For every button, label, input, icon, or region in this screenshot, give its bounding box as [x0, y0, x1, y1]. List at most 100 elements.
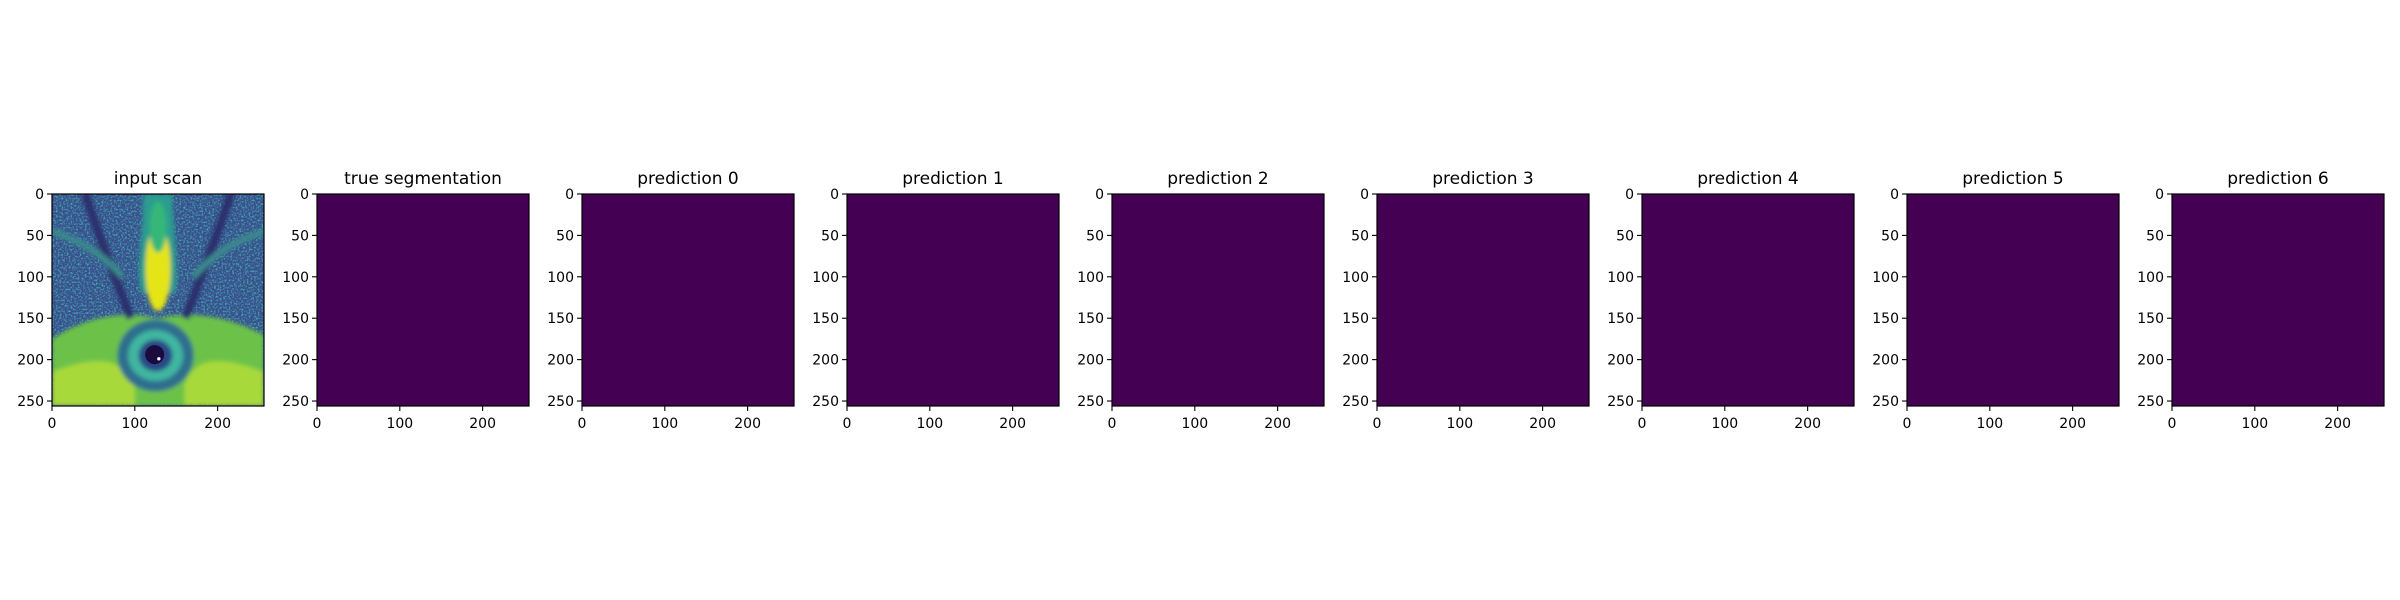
panel-title-4: prediction 2 [1167, 169, 1269, 189]
y-tick-label-6-5: 250 [1607, 394, 1634, 410]
heatmap-cell-5 [1377, 194, 1589, 406]
y-tick-label-7-5: 250 [1872, 394, 1899, 410]
y-tick-label-7-1: 50 [1881, 228, 1899, 244]
heatmap-cell-1 [317, 194, 529, 406]
y-tick-label-8-2: 100 [2137, 270, 2164, 286]
panel-8: prediction 6 0 100 200 0 50 100 150 200 250 [2137, 169, 2384, 432]
y-tick-label-4-5: 250 [1077, 394, 1104, 410]
panel-title-2: prediction 0 [637, 169, 739, 189]
y-tick-label-0-4: 200 [17, 353, 44, 369]
x-tick-label-4-0: 0 [1108, 416, 1117, 432]
panel-title-0: input scan [114, 169, 203, 189]
y-tick-label-8-3: 150 [2137, 311, 2164, 327]
y-tick-label-1-5: 250 [282, 394, 309, 410]
x-tick-label-7-2: 200 [2059, 416, 2086, 432]
panel-title-7: prediction 5 [1962, 169, 2064, 189]
x-tick-label-6-2: 200 [1794, 416, 1821, 432]
y-tick-label-3-4: 200 [812, 353, 839, 369]
y-tick-label-6-1: 50 [1616, 228, 1634, 244]
x-tick-label-1-1: 100 [386, 416, 413, 432]
y-tick-label-6-3: 150 [1607, 311, 1634, 327]
x-tick-label-2-0: 0 [578, 416, 587, 432]
panel-title-3: prediction 1 [902, 169, 1004, 189]
x-tick-label-6-0: 0 [1638, 416, 1647, 432]
y-tick-label-5-4: 200 [1342, 353, 1369, 369]
y-tick-label-2-5: 250 [547, 394, 574, 410]
x-tick-label-4-1: 100 [1181, 416, 1208, 432]
y-tick-label-7-3: 150 [1872, 311, 1899, 327]
y-tick-label-1-4: 200 [282, 353, 309, 369]
x-tick-label-0-0: 0 [48, 416, 57, 432]
panel-4: prediction 2 0 100 200 0 50 100 150 200 250 [1077, 169, 1324, 432]
x-tick-label-5-0: 0 [1373, 416, 1382, 432]
heatmap-cell-7 [1907, 194, 2119, 406]
y-tick-label-2-3: 150 [547, 311, 574, 327]
y-tick-label-0-5: 250 [17, 394, 44, 410]
x-tick-label-2-1: 100 [651, 416, 678, 432]
panel-5: prediction 3 0 100 200 0 50 100 150 200 250 [1342, 169, 1589, 432]
y-tick-label-7-0: 0 [1890, 187, 1899, 203]
x-tick-label-7-0: 0 [1903, 416, 1912, 432]
x-tick-label-5-2: 200 [1529, 416, 1556, 432]
panel-0: input scan 0 100 200 0 50 100 150 200 250 [17, 169, 264, 432]
y-tick-label-8-1: 50 [2146, 228, 2164, 244]
y-tick-label-1-3: 150 [282, 311, 309, 327]
y-tick-label-4-2: 100 [1077, 270, 1104, 286]
x-tick-label-1-2: 200 [469, 416, 496, 432]
y-tick-label-1-1: 50 [291, 228, 309, 244]
x-tick-label-8-0: 0 [2168, 416, 2177, 432]
panel-7: prediction 5 0 100 200 0 50 100 150 200 250 [1872, 169, 2119, 432]
heatmap-cell-6 [1642, 194, 1854, 406]
y-tick-label-5-1: 50 [1351, 228, 1369, 244]
x-tick-label-2-2: 200 [734, 416, 761, 432]
panel-2: prediction 0 0 100 200 0 50 100 150 200 250 [547, 169, 794, 432]
y-tick-label-2-0: 0 [565, 187, 574, 203]
y-tick-label-5-2: 100 [1342, 270, 1369, 286]
heatmap-cell-4 [1112, 194, 1324, 406]
y-tick-label-8-4: 200 [2137, 353, 2164, 369]
y-tick-label-3-0: 0 [830, 187, 839, 203]
panel-title-6: prediction 4 [1697, 169, 1799, 189]
y-tick-label-6-4: 200 [1607, 353, 1634, 369]
heatmap-cell-8 [2172, 194, 2384, 406]
y-tick-label-6-0: 0 [1625, 187, 1634, 203]
panel-title-5: prediction 3 [1432, 169, 1534, 189]
panel-title-8: prediction 6 [2227, 169, 2329, 189]
panel-title-1: true segmentation [344, 169, 502, 189]
x-tick-label-6-1: 100 [1711, 416, 1738, 432]
heatmap-cell-2 [582, 194, 794, 406]
y-tick-label-3-1: 50 [821, 228, 839, 244]
y-tick-label-3-2: 100 [812, 270, 839, 286]
y-tick-label-6-2: 100 [1607, 270, 1634, 286]
y-tick-label-5-3: 150 [1342, 311, 1369, 327]
y-tick-label-2-4: 200 [547, 353, 574, 369]
y-tick-label-4-1: 50 [1086, 228, 1104, 244]
x-tick-label-7-1: 100 [1976, 416, 2003, 432]
x-tick-label-3-0: 0 [843, 416, 852, 432]
y-tick-label-3-5: 250 [812, 394, 839, 410]
x-tick-label-3-1: 100 [916, 416, 943, 432]
mri-image [52, 194, 264, 406]
y-tick-label-1-0: 0 [300, 187, 309, 203]
y-tick-label-5-5: 250 [1342, 394, 1369, 410]
x-tick-label-8-2: 200 [2324, 416, 2351, 432]
y-tick-label-8-5: 250 [2137, 394, 2164, 410]
y-tick-label-7-2: 100 [1872, 270, 1899, 286]
x-tick-label-3-2: 200 [999, 416, 1026, 432]
x-tick-label-5-1: 100 [1446, 416, 1473, 432]
y-tick-label-1-2: 100 [282, 270, 309, 286]
y-tick-label-0-0: 0 [35, 187, 44, 203]
y-tick-label-0-3: 150 [17, 311, 44, 327]
y-tick-label-0-2: 100 [17, 270, 44, 286]
y-tick-label-8-0: 0 [2155, 187, 2164, 203]
y-tick-label-0-1: 50 [26, 228, 44, 244]
x-tick-label-0-1: 100 [121, 416, 148, 432]
x-tick-label-1-0: 0 [313, 416, 322, 432]
y-tick-label-2-1: 50 [556, 228, 574, 244]
y-tick-label-5-0: 0 [1360, 187, 1369, 203]
y-tick-label-4-3: 150 [1077, 311, 1104, 327]
panel-3: prediction 1 0 100 200 0 50 100 150 200 250 [812, 169, 1059, 432]
y-tick-label-7-4: 200 [1872, 353, 1899, 369]
heatmap-cell-3 [847, 194, 1059, 406]
